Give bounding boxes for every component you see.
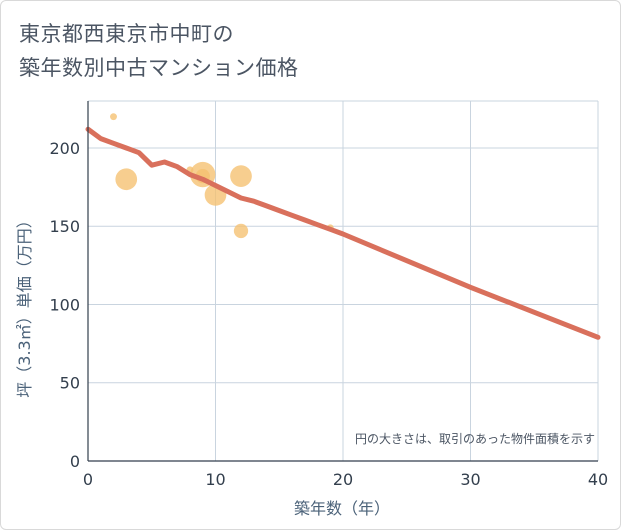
- y-tick-label-0: 0: [70, 452, 80, 471]
- bubble-point-2: [115, 168, 138, 191]
- bubble-point-8: [233, 223, 249, 239]
- bubble-point-7: [230, 165, 252, 187]
- chart-title-line1: 東京都西東京市中町の: [19, 22, 234, 46]
- x-tick-label-10: 10: [205, 470, 225, 489]
- tick-labels: 0 10 20 30 40 0 50 100 150 200: [49, 139, 608, 489]
- x-tick-label-0: 0: [83, 470, 93, 489]
- axes: [87, 101, 598, 462]
- y-tick-label-100: 100: [49, 295, 80, 314]
- y-tick-label-150: 150: [49, 217, 80, 236]
- chart-annotation: 円の大きさは、取引のあった物件面積を示す: [355, 431, 595, 446]
- trend-series: [85, 126, 601, 340]
- x-tick-label-40: 40: [588, 470, 608, 489]
- y-tick-label-50: 50: [60, 374, 80, 393]
- bubble-point-1: [110, 113, 117, 121]
- x-tick-label-30: 30: [460, 470, 480, 489]
- x-tick-label-20: 20: [333, 470, 353, 489]
- trend-line: [85, 126, 601, 340]
- y-axis-title: 坪（3.3㎡）単価（万円）: [15, 212, 34, 397]
- grid-lines: [88, 100, 599, 461]
- y-tick-label-200: 200: [49, 139, 80, 158]
- chart-title: 東京都西東京市中町の 築年数別中古マンション価格: [19, 17, 299, 85]
- chart-title-line2: 築年数別中古マンション価格: [19, 56, 299, 80]
- x-axis-title: 築年数（年）: [294, 499, 390, 518]
